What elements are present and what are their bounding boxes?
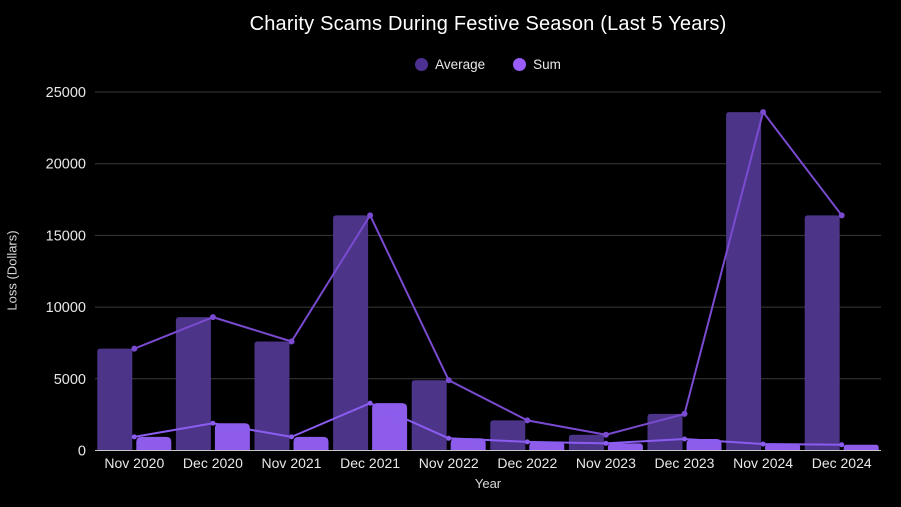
sum-bar[interactable] bbox=[372, 403, 408, 451]
x-tick-label: Nov 2023 bbox=[576, 455, 636, 471]
y-tick-label: 5000 bbox=[54, 372, 86, 388]
y-tick-label: 0 bbox=[78, 444, 86, 460]
sum-point[interactable] bbox=[524, 439, 530, 445]
average-point[interactable] bbox=[131, 345, 138, 352]
x-tick-label: Nov 2022 bbox=[419, 455, 479, 471]
sum-point[interactable] bbox=[682, 436, 687, 442]
sum-point[interactable] bbox=[289, 434, 294, 440]
average-bar[interactable] bbox=[804, 215, 840, 451]
average-bar[interactable] bbox=[254, 341, 290, 451]
sum-point[interactable] bbox=[839, 442, 845, 448]
y-tick-label: 15000 bbox=[46, 228, 86, 244]
sum-point[interactable] bbox=[367, 400, 373, 406]
sum-bar[interactable] bbox=[136, 436, 172, 451]
sum-bar[interactable] bbox=[214, 423, 250, 451]
sum-bar[interactable] bbox=[293, 436, 329, 451]
chart-title: Charity Scams During Festive Season (Las… bbox=[249, 13, 727, 35]
x-tick-label: Dec 2024 bbox=[812, 455, 872, 471]
average-point[interactable] bbox=[445, 377, 452, 384]
average-bar[interactable] bbox=[175, 317, 211, 451]
average-bar[interactable] bbox=[411, 380, 447, 451]
average-bar[interactable] bbox=[333, 215, 369, 451]
sum-point[interactable] bbox=[446, 435, 452, 441]
legend: Average Sum bbox=[95, 57, 881, 72]
average-point[interactable] bbox=[838, 212, 845, 219]
sum-line bbox=[134, 402, 842, 446]
average-bar[interactable] bbox=[490, 420, 526, 451]
x-tick-label: Nov 2024 bbox=[733, 455, 793, 471]
x-axis-title: Year bbox=[474, 476, 502, 491]
x-tick-label: Dec 2023 bbox=[655, 455, 715, 471]
sum-bar[interactable] bbox=[843, 444, 879, 451]
average-point[interactable] bbox=[524, 417, 531, 424]
sum-point[interactable] bbox=[131, 434, 137, 440]
average-point[interactable] bbox=[209, 314, 216, 321]
average-bar[interactable] bbox=[726, 112, 762, 451]
average-point[interactable] bbox=[602, 431, 609, 438]
sum-legend-dot-icon bbox=[513, 58, 527, 71]
sum-bar[interactable] bbox=[686, 439, 722, 451]
average-point[interactable] bbox=[367, 212, 374, 219]
y-tick-label: 25000 bbox=[46, 85, 86, 101]
legend-label-sum: Sum bbox=[533, 57, 561, 72]
x-tick-label: Dec 2021 bbox=[340, 455, 400, 471]
legend-item-average[interactable]: Average bbox=[415, 57, 485, 72]
legend-item-sum[interactable]: Sum bbox=[513, 57, 561, 72]
sum-point[interactable] bbox=[603, 440, 609, 446]
sum-bar[interactable] bbox=[607, 443, 643, 451]
y-tick-label: 20000 bbox=[46, 157, 86, 173]
x-tick-label: Dec 2022 bbox=[497, 455, 557, 471]
sum-point[interactable] bbox=[760, 441, 766, 447]
average-bar[interactable] bbox=[97, 348, 133, 451]
sum-bar[interactable] bbox=[529, 441, 565, 451]
sum-point[interactable] bbox=[210, 420, 216, 426]
x-tick-label: Nov 2020 bbox=[104, 455, 164, 471]
average-point[interactable] bbox=[681, 410, 688, 417]
sum-bar[interactable] bbox=[450, 438, 486, 451]
average-legend-dot-icon bbox=[415, 58, 429, 71]
average-point[interactable] bbox=[288, 338, 295, 345]
y-tick-label: 10000 bbox=[46, 300, 86, 316]
x-tick-label: Dec 2020 bbox=[183, 455, 243, 471]
average-point[interactable] bbox=[760, 109, 767, 116]
x-tick-label: Nov 2021 bbox=[262, 455, 322, 471]
sum-bar[interactable] bbox=[765, 444, 801, 451]
legend-label-average: Average bbox=[435, 57, 486, 72]
average-line bbox=[133, 111, 843, 436]
